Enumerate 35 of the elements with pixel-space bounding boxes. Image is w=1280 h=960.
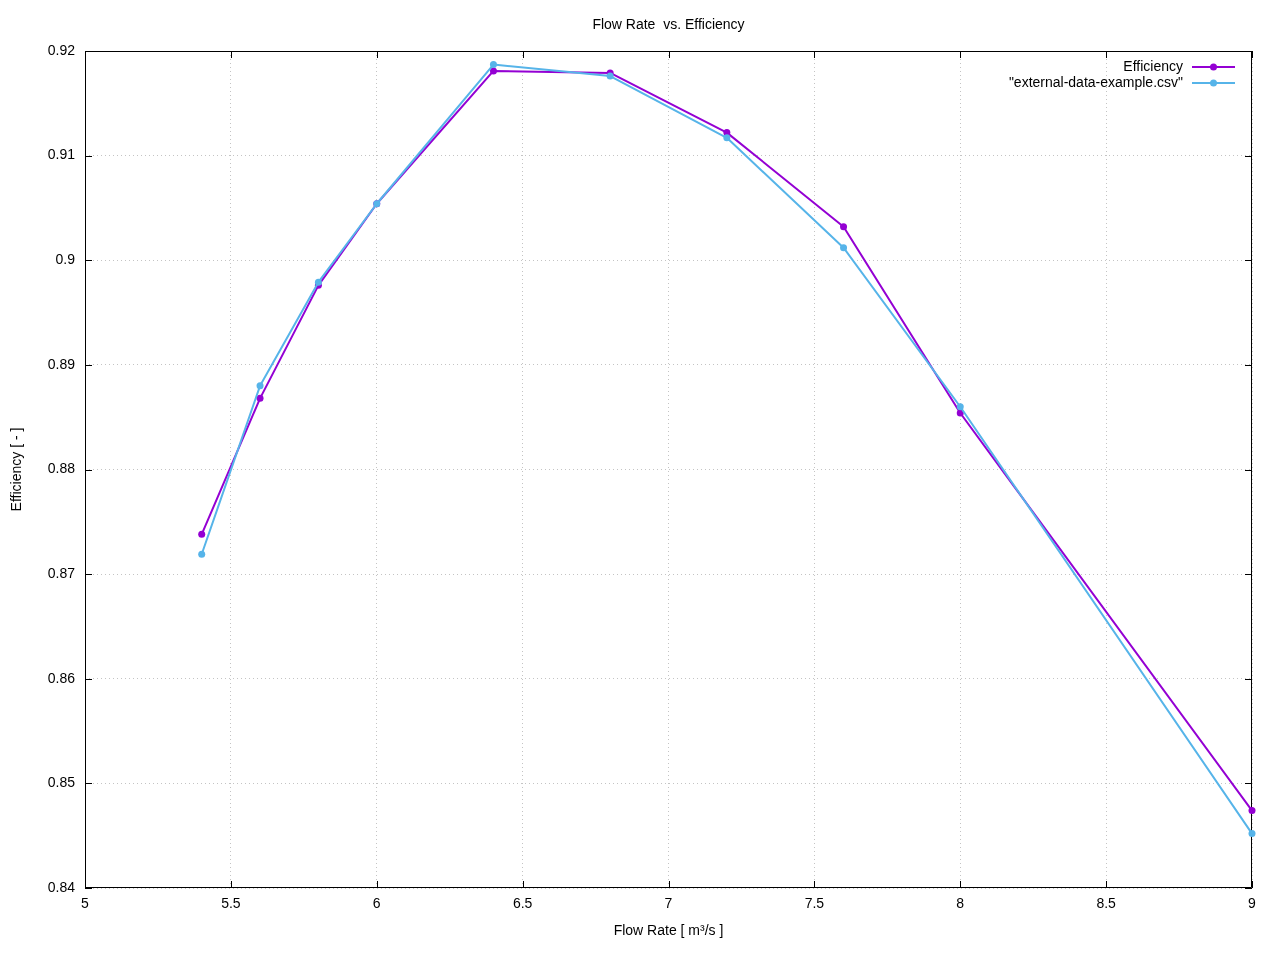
point	[489, 67, 497, 75]
legend-label: "external-data-example.csv"	[1008, 73, 1184, 90]
x-tick-label: 6	[372, 895, 381, 912]
x-tick-label: 8.5	[1096, 895, 1117, 912]
chart-title: Flow Rate vs. Efficiency	[592, 16, 745, 33]
point	[198, 530, 206, 538]
point	[840, 244, 848, 252]
y-tick-label: 0.9	[55, 251, 76, 268]
y-tick-label: 0.84	[47, 878, 76, 895]
y-tick-label: 0.86	[47, 669, 76, 686]
x-tick-label: 7	[664, 895, 673, 912]
point	[723, 134, 731, 142]
x-tick-label: 5.5	[221, 895, 241, 912]
y-tick-label: 0.88	[47, 460, 76, 477]
point	[256, 394, 264, 402]
x-tick-label: 7.5	[804, 895, 825, 912]
y-tick-label: 0.91	[47, 146, 76, 163]
point	[489, 61, 497, 69]
point	[956, 403, 964, 411]
x-axis-title: Flow Rate [ m³/s ]	[613, 921, 724, 938]
point	[1248, 830, 1256, 838]
point	[198, 550, 206, 558]
y-tick-label: 0.89	[47, 355, 76, 372]
y-axis-title: Efficiency [ - ]	[7, 427, 24, 512]
point	[256, 382, 264, 390]
x-tick-label: 8	[956, 895, 965, 912]
x-tick-label: 6.5	[512, 895, 533, 912]
y-tick-label: 0.85	[47, 774, 76, 791]
point	[1248, 807, 1256, 815]
y-tick-label: 0.87	[47, 564, 76, 581]
point	[840, 223, 848, 231]
x-tick-label: 5	[81, 895, 90, 912]
legend-label: Efficiency	[1123, 57, 1183, 74]
y-tick-label: 0.92	[47, 41, 76, 58]
x-tick-label: 9	[1248, 895, 1257, 912]
